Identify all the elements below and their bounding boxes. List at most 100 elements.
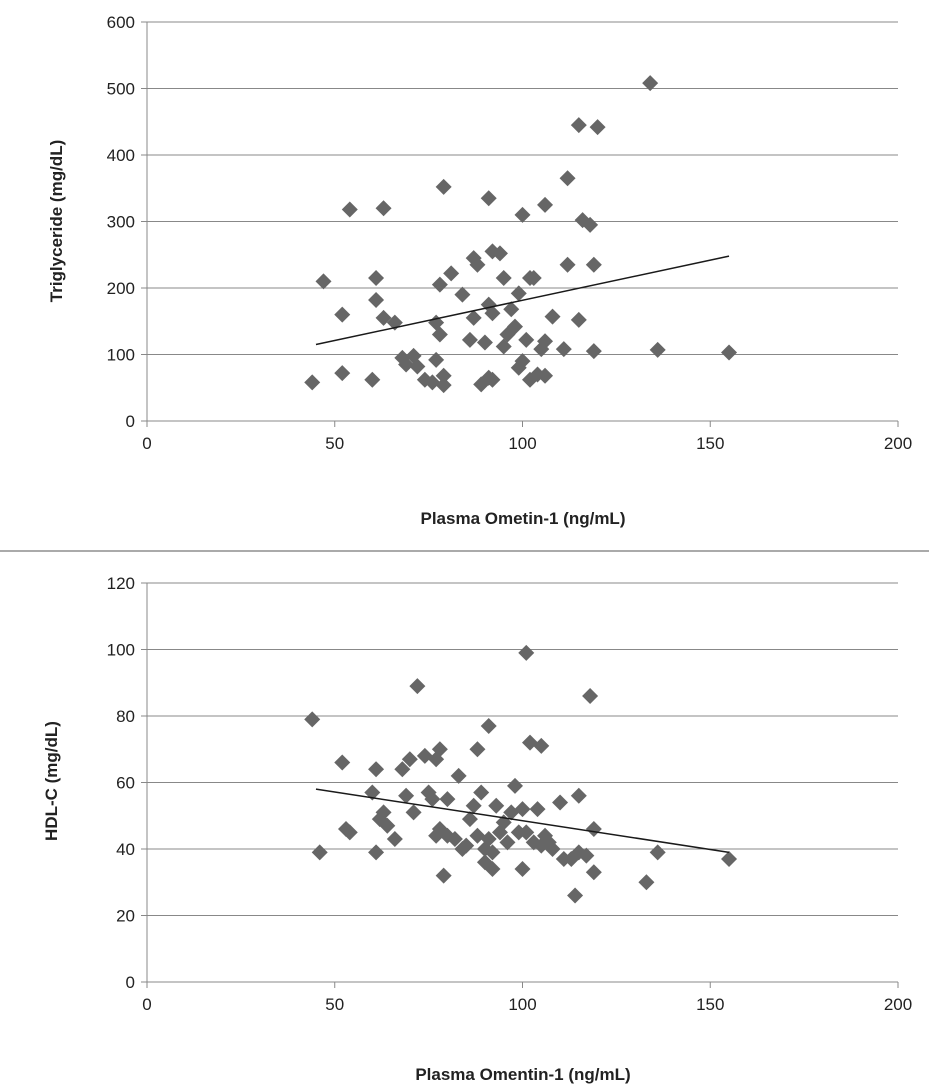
data-point [424,374,441,391]
data-point [559,170,576,187]
x-axis-title: Plasma Omentin-1 (ng/mL) [415,1065,630,1084]
data-point [398,356,415,373]
data-point [469,741,486,758]
data-point [431,276,448,293]
data-point [555,341,572,358]
y-tick-label: 0 [126,973,135,992]
data-point [484,844,501,861]
data-point [537,367,554,384]
data-point [488,797,505,814]
data-point [341,201,358,218]
data-point [473,784,490,801]
data-point [435,367,452,384]
data-point [435,178,452,195]
x-tick-label: 200 [884,995,912,1014]
data-point [544,308,561,325]
data-point [375,804,392,821]
data-point [649,844,666,861]
data-point [480,190,497,207]
data-point [446,831,463,848]
data-point [368,761,385,778]
y-tick-label: 300 [107,213,135,232]
data-point [334,365,351,382]
y-tick-labels: 0 20 40 60 80 100 120 [107,574,135,992]
data-point [537,333,554,350]
data-point [585,821,602,838]
x-tick-label: 200 [884,434,912,453]
data-point [435,377,452,394]
data-point [364,371,381,388]
x-tick-labels: 0 50 100 150 200 [142,434,912,453]
data-point [514,860,531,877]
data-point [375,200,392,217]
data-point [570,311,587,328]
x-tick-label: 100 [508,434,536,453]
y-tick-label: 600 [107,13,135,32]
y-tick-label: 100 [107,346,135,365]
x-tick-label: 100 [508,995,536,1014]
y-tick-label: 100 [107,641,135,660]
data-point [465,797,482,814]
data-point [484,860,501,877]
data-point [570,117,587,134]
y-tick-label: 20 [116,907,135,926]
x-axis-title: Plasma Ometin-1 (ng/mL) [421,509,626,528]
data-point [499,834,516,851]
x-tick-label: 50 [325,995,344,1014]
data-point [424,791,441,808]
x-tick-label: 0 [142,434,151,453]
data-point [495,270,512,287]
data-point [491,245,508,262]
data-point [435,867,452,884]
trendline [315,788,730,854]
y-tick-label: 40 [116,840,135,859]
y-tick-label: 0 [126,412,135,431]
data-point [401,751,418,768]
data-point [582,216,599,233]
data-point [379,817,396,834]
data-point [503,301,520,318]
data-point [578,847,595,864]
data-point [334,306,351,323]
data-point [544,841,561,857]
data-point [525,270,542,287]
data-point [334,754,351,771]
data-point [552,794,569,811]
data-point [484,371,501,388]
y-axis-title: HDL-C (mg/dL) [42,721,61,841]
data-points [304,644,738,904]
data-point [642,75,659,92]
data-point [514,801,531,818]
data-point [431,326,448,343]
x-tick-labels: 0 50 100 150 200 [142,995,912,1014]
data-point [386,831,403,848]
data-points [304,75,738,394]
data-point [589,119,606,136]
data-point [721,344,738,361]
y-tick-label: 80 [116,707,135,726]
data-point [506,777,523,794]
data-point [514,206,531,223]
data-point [368,844,385,861]
data-point [431,741,448,758]
data-point [428,351,445,368]
data-point [721,850,738,867]
grid-lines [147,21,898,355]
data-point [304,374,321,391]
y-tick-label: 60 [116,774,135,793]
y-tick-label: 200 [107,279,135,298]
data-point [476,334,493,351]
data-point [484,305,501,322]
data-point [368,270,385,287]
data-point [559,256,576,273]
data-point [480,717,497,734]
hdl-chart: 0 20 40 60 80 100 120 0 50 100 150 200 Plasma Omen… [42,574,912,1084]
data-point [443,265,460,282]
y-tick-labels: 0 100 200 300 400 500 600 [107,13,135,431]
data-point [409,678,426,695]
data-point [439,791,456,808]
data-point [394,761,411,778]
data-point [510,285,527,302]
data-point [518,644,535,661]
